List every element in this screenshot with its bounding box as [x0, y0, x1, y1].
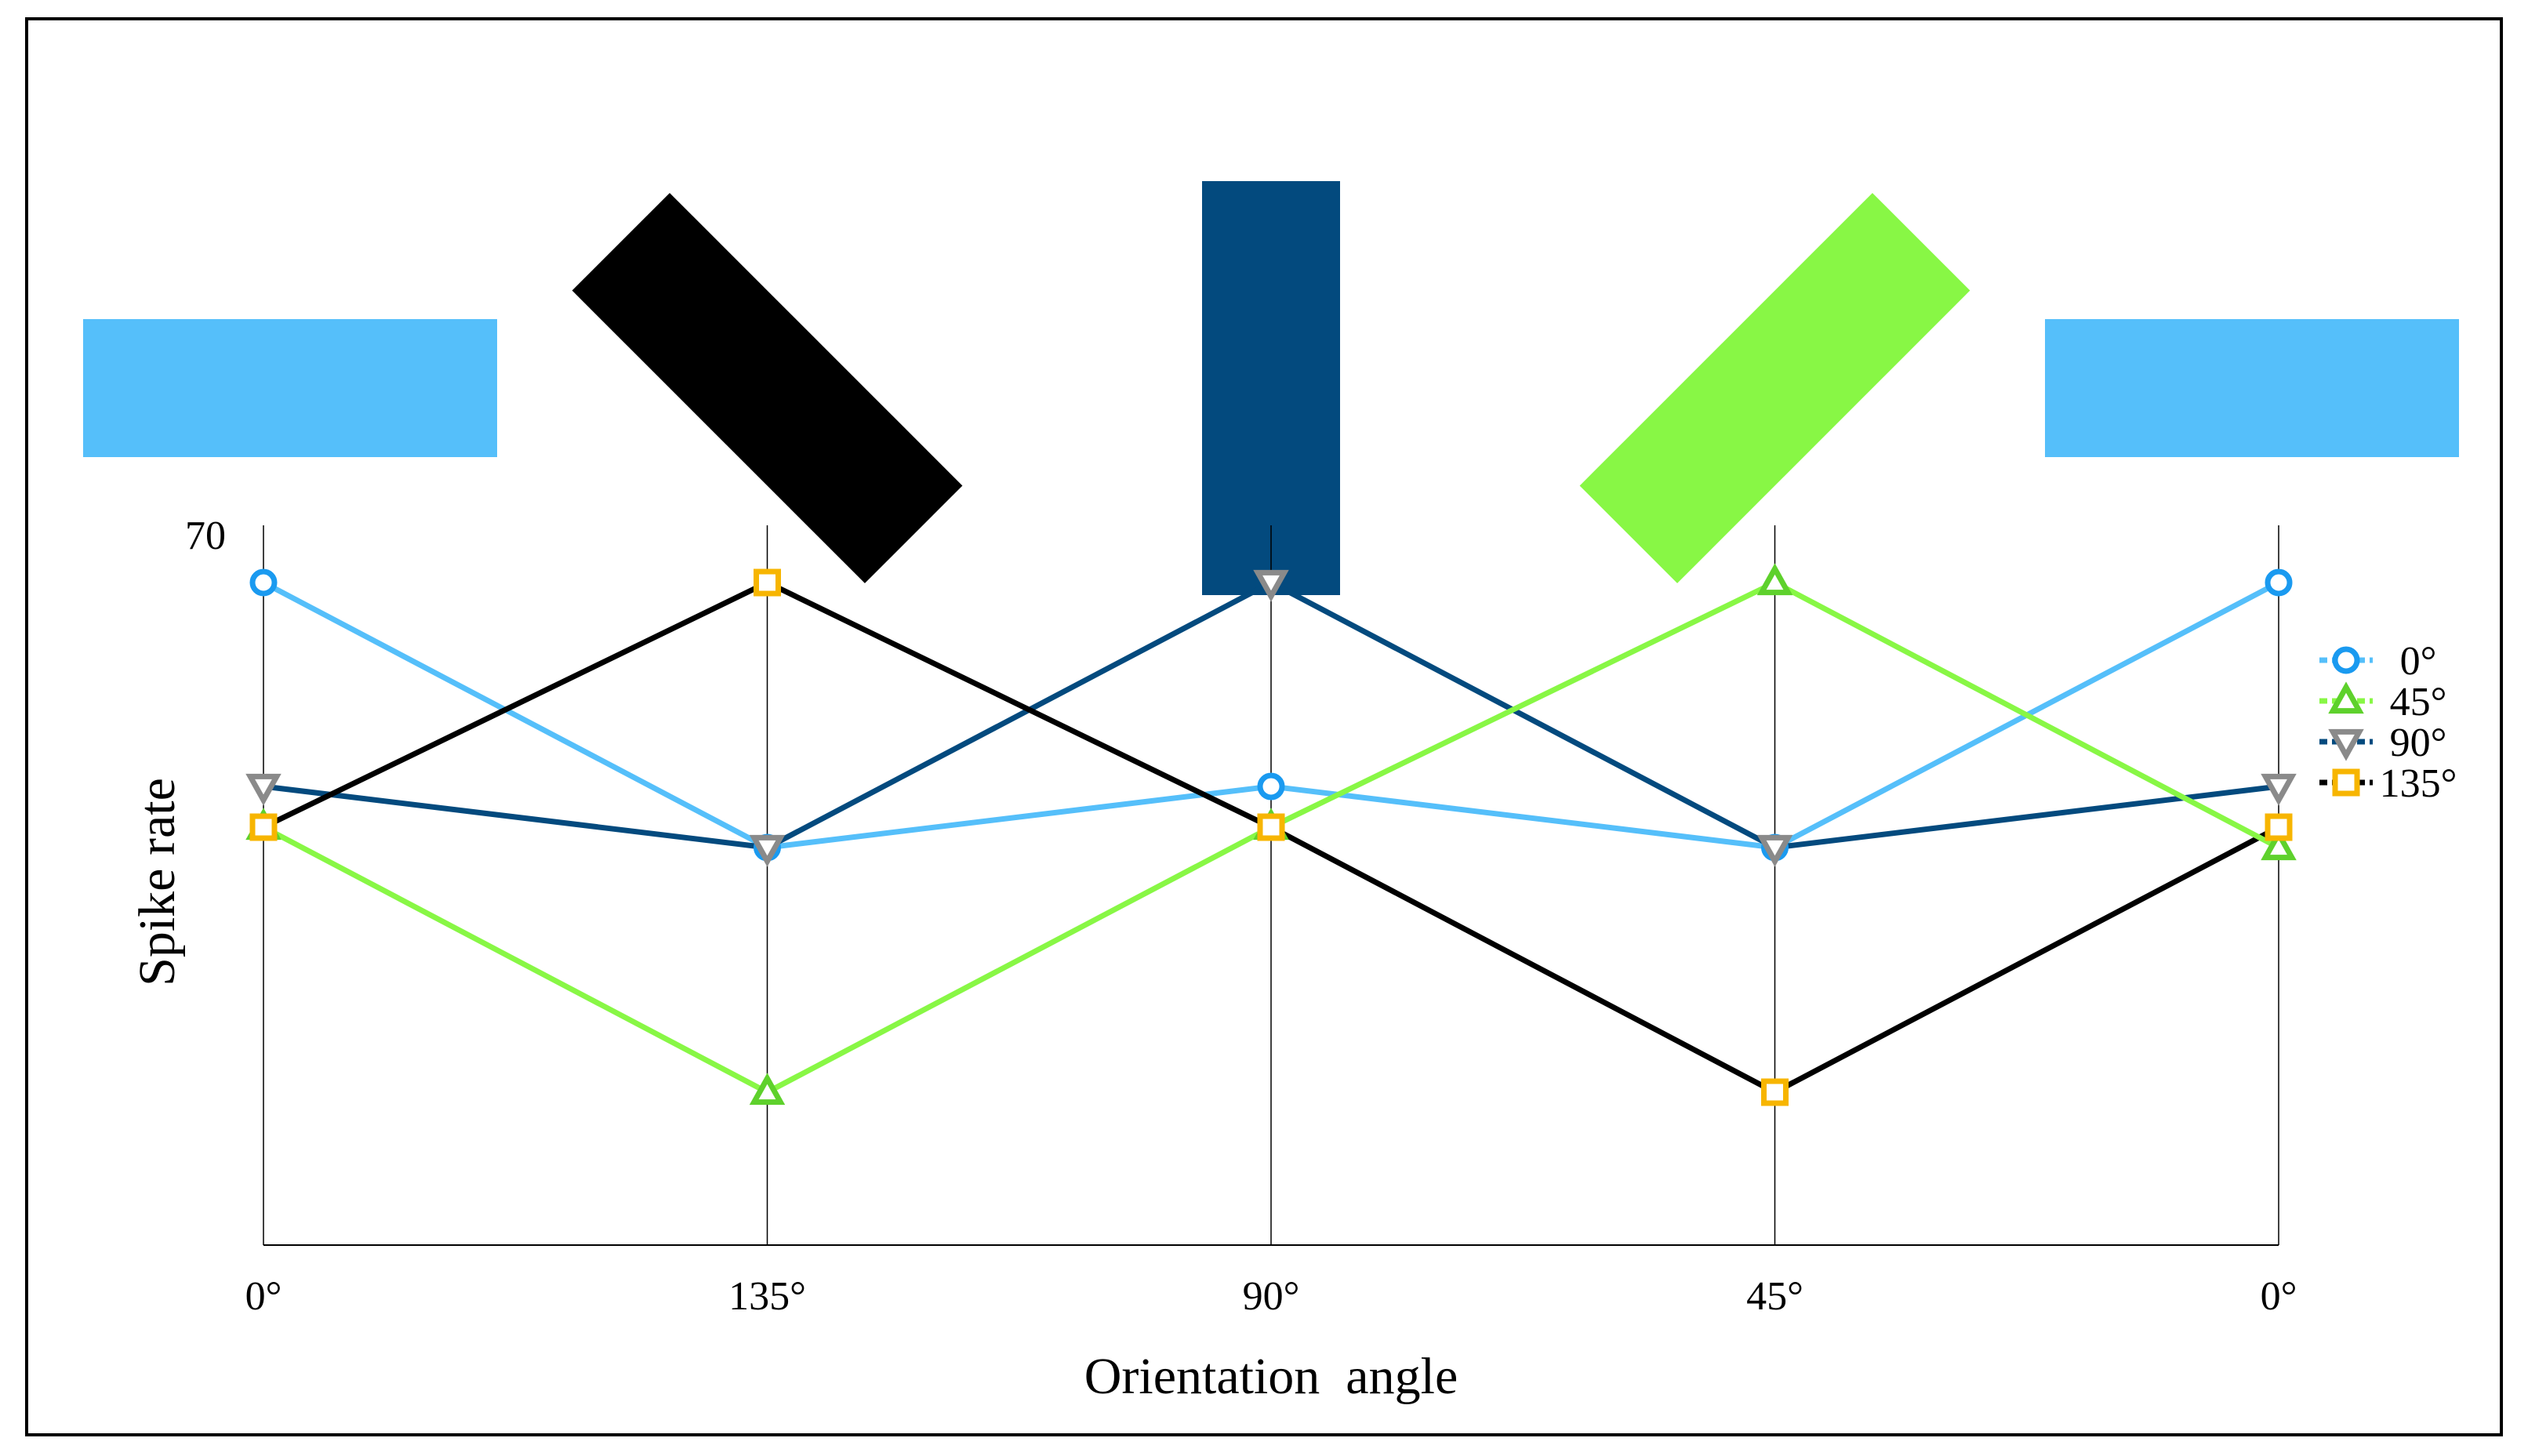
x-tick-labels: 0° 135° 90° 45° 0°: [245, 1274, 2297, 1319]
x-tick-label-4: 0°: [2261, 1274, 2297, 1319]
series-1-point-4: [2261, 828, 2297, 861]
stimulus-bar-1: [572, 193, 963, 583]
series-2-point-2: [1253, 569, 1289, 602]
x-tick-label-3: 45°: [1746, 1274, 1803, 1319]
legend: 0°45°90°135°: [2319, 639, 2457, 806]
legend-label-2: 90°: [2390, 721, 2447, 765]
legend-marker-0: [2332, 646, 2360, 674]
series-3-point-2: [1257, 813, 1285, 841]
grid-lines: [263, 525, 2279, 1245]
series-markers: [245, 563, 2297, 1106]
series-1-point-1: [749, 1073, 786, 1106]
legend-marker-3: [2332, 768, 2360, 797]
series-1-point-3: [1756, 563, 1793, 596]
series-3-point-1: [754, 568, 781, 597]
y-axis-label: Spike rate: [129, 778, 186, 986]
stimulus-bar-2: [1202, 181, 1340, 595]
stimulus-bar-4: [2045, 319, 2459, 457]
stimulus-bars: [83, 181, 2459, 595]
x-tick-label-0: 0°: [245, 1274, 282, 1319]
legend-label-1: 45°: [2390, 680, 2447, 724]
series-2-point-3: [1756, 834, 1793, 867]
legend-marker-1: [2328, 681, 2364, 714]
series-3-point-0: [249, 813, 278, 841]
x-tick-label-2: 90°: [1243, 1274, 1300, 1319]
legend-marker-2: [2328, 728, 2364, 761]
x-tick-label-1: 135°: [728, 1274, 806, 1319]
series-3-point-4: [2265, 813, 2293, 841]
stimulus-bar-0: [83, 319, 497, 457]
stimulus-bar-3: [1579, 193, 1970, 583]
legend-label-0: 0°: [2400, 639, 2437, 684]
series-2-point-0: [245, 773, 281, 806]
series-0-point-0: [249, 568, 278, 597]
series-2-point-1: [749, 834, 786, 867]
x-axis-label: Orientation angle: [1084, 1348, 1458, 1405]
series-3-point-3: [1761, 1078, 1789, 1106]
series-0-point-4: [2265, 568, 2293, 597]
y-top-tick-label: 70: [185, 514, 226, 558]
series-2-point-4: [2261, 773, 2297, 806]
legend-label-3: 135°: [2380, 761, 2457, 806]
series-0-point-2: [1257, 772, 1285, 801]
